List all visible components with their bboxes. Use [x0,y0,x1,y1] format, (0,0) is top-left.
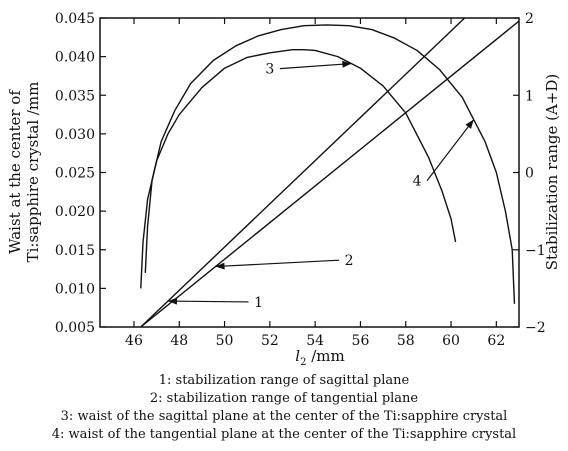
x-tick-label: 52 [261,333,279,349]
x-tick-label: 46 [125,333,143,349]
y-left-tick-label: 0.040 [55,50,95,66]
x-tick-label: 58 [397,333,415,349]
series-layer [140,17,520,328]
annotation-arrow-head [215,262,225,270]
y-left-tick-label: 0.005 [55,320,95,336]
x-axis-label: l2 /mm [295,347,344,368]
annotation-arrow-head [342,60,352,68]
left-axis-label-line2: Ti:sapphire crystal /mm [24,82,42,263]
legend-line-2: 2: stabilization range of tangential pla… [149,391,419,406]
right-axis-ticks: −2 −1 0 1 2 [513,11,546,336]
y-left-tick-label: 0.020 [55,204,95,220]
x-axis-ticks: 46 48 50 52 54 56 58 60 62 [125,18,505,349]
y-right-tick-label: 0 [525,166,534,182]
y-right-tick-label: −2 [525,320,546,336]
legend-line-1: 1: stabilization range of sagittal plane [158,373,410,388]
x-axis-label-sub: 2 [300,357,306,368]
series-line-4 [144,24,516,304]
annotation-label: 2 [345,253,354,269]
annotation-arrow-head [465,119,474,129]
series-line-3 [140,48,457,289]
annotation-arrow-line [426,119,475,181]
annotation-arrow-head [167,297,177,305]
plot-frame [99,17,520,328]
x-tick-label: 54 [306,333,324,349]
right-axis-label: Stabilization range (A+D) [543,74,561,271]
series-line-1 [140,17,466,328]
y-right-tick-label: −1 [525,243,546,259]
legend-line-4: 4: waist of the tangential plane at the … [51,427,517,442]
y-left-tick-label: 0.045 [55,11,95,27]
y-right-tick-label: 1 [525,88,534,104]
annotation-arrow-line [279,62,352,70]
left-axis-ticks: 0.005 0.010 0.015 0.020 0.025 0.030 0.035 0.040… [55,11,106,336]
annotation-layer: 1 2 3 4 [167,60,475,311]
y-left-tick-label: 0.030 [55,127,95,143]
x-tick-label: 56 [352,333,370,349]
y-left-tick-label: 0.025 [55,166,95,182]
left-axis-label-line1: Waist at the center of [6,89,24,254]
x-tick-label: 50 [216,333,234,349]
annotation-label: 1 [254,295,263,311]
annotation-label: 4 [413,174,422,190]
legend: 1: stabilization range of sagittal plane… [0,372,568,444]
x-tick-label: 60 [442,333,460,349]
annotation-arrow-line [167,300,249,303]
x-axis-label-var: l [295,347,300,365]
series-line-2 [140,20,520,328]
legend-line-3: 3: waist of the sagittal plane at the ce… [60,409,508,424]
y-left-tick-label: 0.015 [55,243,95,259]
annotation-label: 3 [265,62,274,78]
x-tick-label: 62 [487,333,505,349]
y-left-tick-label: 0.010 [55,281,95,297]
x-axis-label-unit: /mm [306,347,344,365]
x-tick-label: 48 [170,333,188,349]
annotation-arrow-line [215,259,340,268]
y-right-tick-label: 2 [525,11,534,27]
y-left-tick-label: 0.035 [55,88,95,104]
